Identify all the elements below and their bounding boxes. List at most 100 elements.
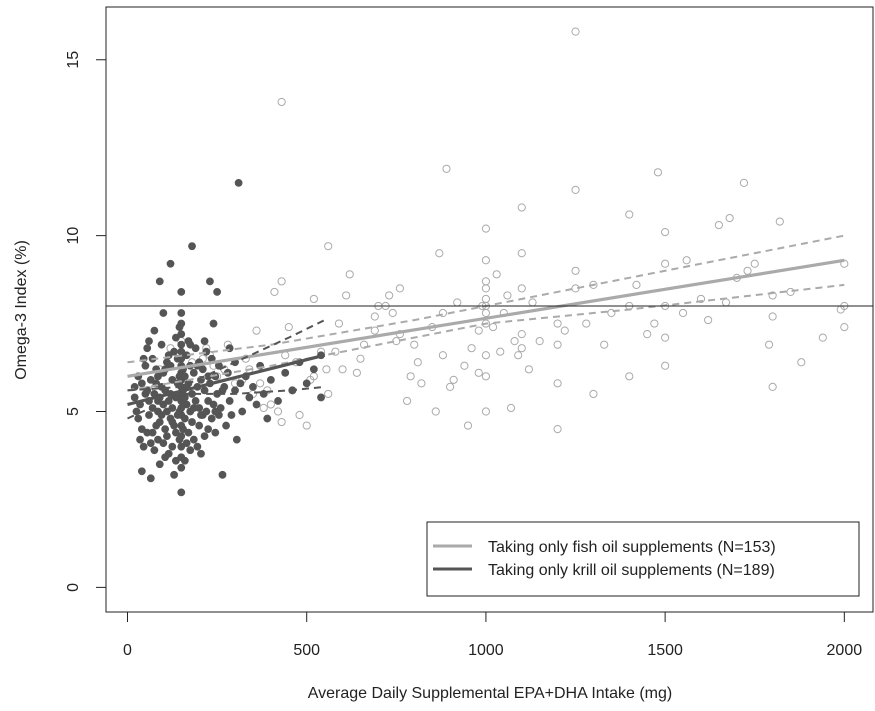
krill-oil-point bbox=[200, 337, 209, 346]
fish-oil-point bbox=[481, 308, 491, 318]
krill-oil-point bbox=[137, 467, 146, 476]
krill-oil-point bbox=[146, 375, 155, 384]
fish-oil-point bbox=[481, 284, 491, 293]
fish-oil-point bbox=[256, 379, 265, 388]
legend-label-krill: Taking only krill oil supplements (N=189… bbox=[488, 562, 775, 579]
fish-oil-point bbox=[739, 178, 749, 187]
fish-oil-point bbox=[402, 396, 412, 406]
krill-oil-ci-upper bbox=[127, 319, 326, 392]
krill-oil-point bbox=[170, 347, 178, 356]
fish-oil-point bbox=[560, 326, 569, 335]
fish-oil-point bbox=[571, 27, 580, 36]
x-tick-label: 0 bbox=[123, 642, 132, 659]
fish-oil-point bbox=[553, 319, 562, 328]
krill-oil-point bbox=[168, 418, 177, 426]
krill-oil-point bbox=[200, 432, 209, 441]
fish-oil-point bbox=[406, 372, 415, 381]
fish-oil-point bbox=[661, 333, 670, 342]
krill-oil-point bbox=[309, 365, 318, 374]
fish-oil-point bbox=[352, 368, 361, 377]
krill-oil-point bbox=[161, 425, 170, 433]
krill-oil-point bbox=[189, 368, 198, 377]
fish-oil-point bbox=[252, 326, 261, 335]
fish-oil-point bbox=[474, 326, 483, 335]
fish-oil-point bbox=[277, 277, 286, 286]
krill-oil-point bbox=[130, 393, 139, 402]
krill-oil-point bbox=[179, 425, 187, 433]
krill-oil-point bbox=[150, 446, 159, 455]
krill-oil-point bbox=[177, 463, 186, 472]
krill-oil-point bbox=[166, 259, 175, 268]
krill-oil-point bbox=[197, 449, 205, 458]
krill-oil-point bbox=[263, 414, 272, 423]
fish-oil-point bbox=[625, 372, 634, 381]
fish-oil-point bbox=[356, 354, 365, 363]
fish-oil-point bbox=[768, 312, 777, 321]
y-axis: 0 5 10 15 bbox=[65, 51, 106, 592]
fish-oil-point bbox=[449, 375, 458, 384]
krill-oil-point bbox=[168, 404, 177, 412]
krill-oil-point bbox=[317, 393, 325, 402]
krill-oil-point bbox=[207, 414, 216, 423]
krill-oil-point bbox=[259, 390, 268, 398]
y-tick-label: 0 bbox=[65, 583, 82, 592]
krill-oil-point bbox=[180, 456, 189, 465]
fish-oil-point bbox=[370, 326, 379, 335]
krill-oil-point bbox=[141, 361, 150, 370]
krill-oil-point bbox=[302, 379, 311, 388]
x-tick-label: 2000 bbox=[827, 642, 863, 659]
krill-oil-fit-line bbox=[127, 353, 325, 407]
fish-oil-point bbox=[463, 421, 473, 430]
fish-oil-point bbox=[589, 389, 598, 399]
krill-oil-point bbox=[204, 397, 213, 405]
fit-lines bbox=[127, 234, 845, 420]
legend-box bbox=[426, 521, 860, 597]
krill-oil-point bbox=[177, 488, 186, 497]
fish-oil-point bbox=[768, 382, 777, 391]
fish-oil-point bbox=[582, 319, 591, 328]
krill-oil-point bbox=[145, 337, 153, 346]
fish-oil-point bbox=[517, 330, 526, 339]
krill-oil-point bbox=[163, 432, 171, 441]
fish-oil-point bbox=[467, 344, 476, 353]
x-tick-label: 500 bbox=[293, 642, 320, 659]
fish-oil-point bbox=[653, 168, 663, 177]
krill-oil-point bbox=[146, 439, 155, 448]
krill-oil-point bbox=[188, 242, 196, 251]
y-tick-label: 10 bbox=[65, 227, 82, 245]
fish-oil-point bbox=[481, 351, 491, 360]
fish-oil-point bbox=[625, 210, 634, 219]
fish-oil-point bbox=[600, 340, 609, 349]
fish-oil-point bbox=[259, 403, 268, 413]
krill-oil-ci-lower bbox=[127, 385, 325, 420]
krill-oil-point bbox=[281, 368, 290, 377]
krill-oil-point bbox=[177, 319, 186, 328]
krill-oil-point bbox=[177, 288, 186, 296]
x-tick-label: 1000 bbox=[468, 642, 504, 659]
krill-oil-point bbox=[137, 425, 146, 433]
krill-oil-point bbox=[163, 407, 171, 416]
krill-oil-point bbox=[245, 393, 254, 402]
fish-oil-point bbox=[643, 330, 652, 339]
krill-oil-point bbox=[177, 432, 186, 441]
krill-oil-point bbox=[182, 439, 191, 448]
y-tick-label: 15 bbox=[65, 51, 82, 69]
krill-oil-point bbox=[216, 404, 225, 412]
krill-oil-point bbox=[184, 428, 193, 437]
fish-oil-point bbox=[322, 365, 331, 374]
krill-oil-point bbox=[164, 449, 173, 458]
krill-oil-point bbox=[143, 428, 152, 437]
krill-oil-point bbox=[171, 428, 180, 437]
fish-oil-point bbox=[517, 203, 526, 212]
krill-oil-point bbox=[225, 397, 234, 405]
fish-oil-point bbox=[524, 365, 534, 374]
krill-oil-point bbox=[177, 340, 186, 349]
fish-oil-point bbox=[345, 270, 354, 279]
krill-oil-point bbox=[252, 400, 261, 409]
krill-oil-point bbox=[218, 470, 227, 479]
legend-label-fish: Taking only fish oil supplements (N=153) bbox=[488, 539, 776, 556]
fish-oil-point bbox=[553, 379, 562, 388]
fish-oil-point bbox=[682, 256, 691, 265]
y-axis-title: Omega-3 Index (%) bbox=[13, 240, 30, 380]
